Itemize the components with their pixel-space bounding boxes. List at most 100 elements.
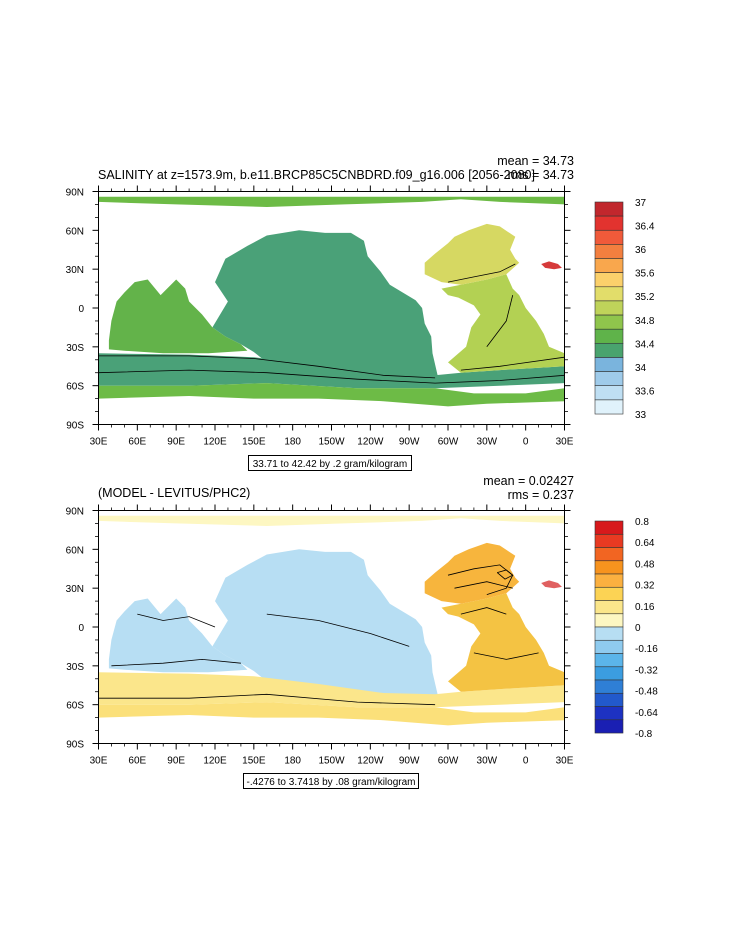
colorbar-label: -0.48: [635, 687, 658, 698]
y-tick-label: 0: [78, 623, 84, 634]
ocean-region-southern-band: [98, 702, 565, 726]
y-tick-label: 30N: [66, 265, 84, 276]
colorbar-swatch: [594, 272, 624, 288]
colorbar-label: 35.2: [635, 292, 655, 303]
y-tick-label: 90S: [66, 421, 84, 432]
x-tick-label: 90E: [167, 437, 185, 448]
x-tick-label: 180: [284, 437, 301, 448]
y-tick-label: 60N: [66, 545, 84, 556]
map-area: [98, 515, 565, 726]
colorbar-label: 34.8: [635, 316, 655, 327]
x-tick-label: 150W: [318, 756, 345, 767]
contour-info-box: [243, 773, 419, 789]
contour-line: [266, 613, 410, 647]
map-area: [98, 196, 565, 407]
colorbar-swatch: [594, 314, 624, 330]
y-tick-label: 60N: [66, 226, 84, 237]
colorbar-swatch: [594, 666, 624, 681]
contour-line: [447, 263, 516, 283]
colorbar-label: 0.8: [635, 517, 649, 528]
colorbar-swatch: [594, 300, 624, 316]
ocean-region-atlantic-mid: [441, 593, 565, 692]
axis-ticks: 30E 60E 90E 120E 150E 180 150W 120W 90W 60W 30W 0 30…: [66, 504, 574, 767]
x-tick-label: 150W: [318, 437, 345, 448]
colorbar-label: -0.64: [635, 708, 658, 719]
x-tick-label: 30E: [90, 756, 108, 767]
ocean-region-indian: [108, 598, 248, 673]
ocean-region-atlantic-mid: [441, 274, 565, 373]
contour-line: [454, 581, 513, 589]
contour-line: [496, 569, 514, 580]
colorbar-label: 34: [635, 363, 647, 374]
ocean-region-med: [541, 261, 562, 270]
colorbar-swatch: [594, 328, 624, 344]
colorbar-swatch: [594, 639, 624, 654]
colorbar: 37 36.4 36 35.6 35.2 34.8 34.4 34 33.6 33: [594, 198, 655, 421]
panel-title: SALINITY at z=1573.9m, b.e11.BRCP85C5CNB…: [98, 168, 535, 182]
colorbar-label: 0.48: [635, 559, 655, 570]
colorbar-swatch: [594, 520, 624, 535]
x-tick-label: 0: [523, 437, 529, 448]
contour-line: [460, 607, 507, 615]
contour-info: 33.71 to 42.42 by .2 gram/kilogram: [253, 459, 408, 470]
x-tick-label: 90E: [167, 756, 185, 767]
contour-line: [460, 356, 565, 371]
colorbar-swatch: [594, 613, 624, 628]
ocean-region-arctic: [98, 515, 565, 526]
colorbar-label: -0.8: [635, 729, 653, 740]
ocean-region-southern: [98, 672, 565, 708]
panel-title: (MODEL - LEVITUS/PHC2): [98, 486, 250, 500]
colorbar-label: 0.64: [635, 538, 655, 549]
colorbar-label: 37: [635, 198, 647, 209]
colorbar-label: 33: [635, 410, 647, 421]
y-tick-label: 30S: [66, 343, 84, 354]
ocean-region-southern: [98, 353, 565, 389]
colorbar-label: 35.6: [635, 269, 655, 280]
contour-line: [98, 369, 565, 384]
colorbar-label: 0.16: [635, 602, 655, 613]
colorbar-swatch: [594, 342, 624, 358]
colorbar-label: -0.32: [635, 665, 658, 676]
stat-mean: mean = 0.02427: [483, 474, 574, 488]
colorbar-swatch: [594, 399, 624, 415]
colorbar-swatch: [594, 258, 624, 273]
ocean-region-atlantic-north: [424, 223, 520, 285]
colorbar-swatch: [594, 215, 624, 231]
y-tick-label: 90S: [66, 740, 84, 751]
y-tick-label: 0: [78, 304, 84, 315]
colorbar-swatch: [594, 573, 624, 588]
x-tick-label: 30E: [90, 437, 108, 448]
colorbar-label: -0.16: [635, 644, 658, 655]
x-tick-label: 120E: [203, 756, 227, 767]
colorbar: 0.8 0.64 0.48 0.32 0.16 0 -0.16 -0.32 -0.48 -0.64…: [594, 517, 658, 740]
x-tick-label: 60W: [438, 756, 459, 767]
colorbar-label: 0.32: [635, 581, 655, 592]
stat-rms: rms = 34.73: [508, 168, 574, 182]
colorbar-swatch: [594, 286, 624, 302]
colorbar-swatch: [594, 244, 624, 259]
contour-line: [98, 693, 436, 706]
x-tick-label: 120E: [203, 437, 227, 448]
x-tick-label: 60W: [438, 437, 459, 448]
panel-difference: (MODEL - LEVITUS/PHC2) mean = 0.02427 rm…: [66, 474, 658, 789]
contour-line: [473, 652, 539, 660]
colorbar-swatch: [594, 600, 624, 615]
colorbar-swatch: [594, 692, 624, 707]
stat-rms: rms = 0.237: [508, 488, 574, 502]
stat-mean: mean = 34.73: [497, 154, 574, 168]
ocean-region-med: [541, 580, 562, 589]
ocean-region-indian: [108, 279, 248, 354]
contour-line: [486, 295, 514, 348]
contour-info: -.4276 to 3.7418 by .08 gram/kilogram: [247, 777, 416, 788]
y-tick-label: 30N: [66, 584, 84, 595]
x-tick-label: 30W: [477, 437, 498, 448]
colorbar-label: 34.4: [635, 339, 655, 350]
ocean-region-southern-band: [98, 383, 565, 407]
y-tick-label: 30S: [66, 662, 84, 673]
colorbar-swatch: [594, 371, 624, 387]
colorbar-swatch: [594, 547, 624, 562]
colorbar-swatch: [594, 385, 624, 401]
x-tick-label: 60E: [128, 437, 146, 448]
colorbar-swatch: [594, 679, 624, 694]
